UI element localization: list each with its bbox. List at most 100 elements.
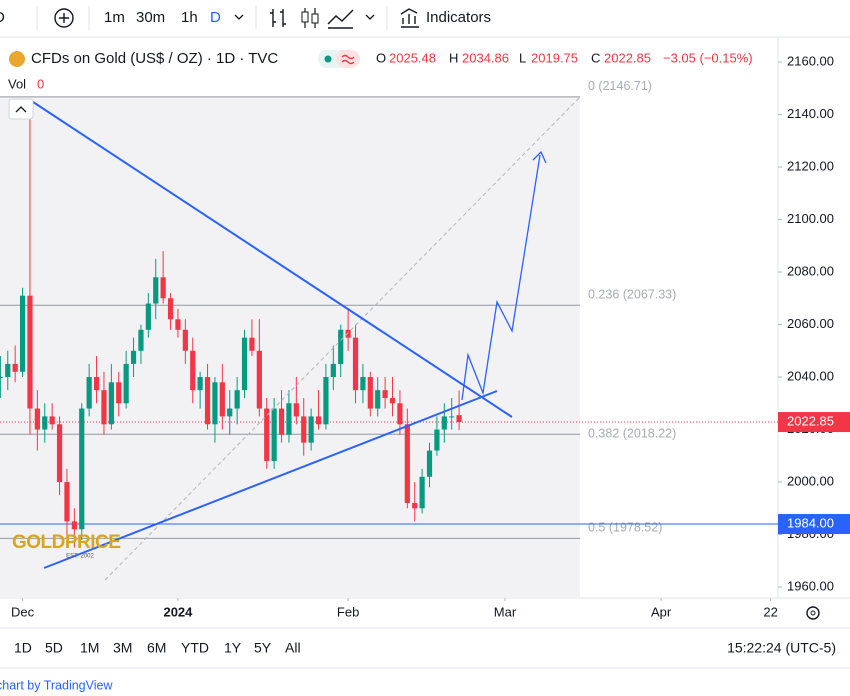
candle-body [345, 329, 351, 338]
candle-body [71, 521, 77, 530]
symbol-logo [9, 51, 25, 67]
candle-body [190, 350, 196, 391]
range-button[interactable]: All [285, 640, 301, 656]
candle-body [42, 416, 48, 430]
candle-body [182, 329, 188, 351]
range-button[interactable]: YTD [181, 640, 209, 656]
interval[interactable]: 30m [136, 9, 165, 26]
candle-body [64, 482, 70, 522]
candle-body [449, 416, 455, 418]
volume-value: 0 [37, 76, 44, 91]
collapse-button[interactable] [8, 98, 34, 120]
candle-body [49, 416, 55, 425]
range-button[interactable]: 1Y [224, 640, 242, 656]
candle-body [308, 416, 314, 443]
range-button[interactable]: 3M [113, 640, 132, 656]
add-symbol[interactable] [54, 8, 74, 28]
candle-body [175, 319, 181, 330]
dropdown[interactable] [234, 14, 244, 20]
candle-body [419, 476, 425, 509]
candle-body [12, 363, 18, 372]
area-icon[interactable] [327, 9, 354, 29]
candle-body [219, 382, 225, 417]
candle-body [234, 390, 240, 409]
candle-body [397, 403, 403, 425]
indicators[interactable]: Indicators [426, 9, 491, 26]
ohlc-value: 2019.75 [531, 50, 578, 65]
candle-body [93, 377, 100, 391]
trend-line [43, 390, 498, 569]
candle-body [86, 377, 92, 409]
settings[interactable] [806, 606, 820, 620]
price-line-box [778, 514, 850, 535]
ohlc-letter: H [449, 50, 458, 65]
x-tick-label: Feb [337, 604, 359, 619]
candle-body [338, 329, 344, 364]
candle-body [249, 337, 255, 351]
x-tick-label: 2024 [163, 604, 193, 619]
candle-body [278, 408, 285, 435]
y-tick-label: 2140.00 [787, 106, 834, 121]
fib-area [0, 97, 580, 597]
candle-body [256, 350, 262, 409]
candle-body [375, 390, 381, 409]
candle-body [227, 408, 233, 417]
ohlc-value: 2034.86 [462, 50, 509, 65]
dropdown[interactable] [365, 14, 375, 20]
bars-icon[interactable] [270, 9, 286, 27]
candle-body [271, 408, 277, 462]
candle-body [116, 382, 122, 404]
interval[interactable]: 1m [104, 9, 125, 26]
candle-body [138, 329, 144, 351]
candle-body [79, 408, 85, 530]
y-tick-label: 2000.00 [787, 473, 834, 488]
candle-body [0, 377, 3, 379]
candle-body [456, 415, 462, 423]
status-icon [341, 54, 355, 65]
x-tick-label: 22 [763, 604, 777, 619]
status-badge [336, 50, 360, 68]
candle-body [367, 377, 373, 409]
clock: 15:22:24 (UTC-5) [727, 640, 836, 656]
range-button[interactable]: 5Y [254, 640, 272, 656]
candle-body [301, 416, 307, 443]
y-tick-label: 2080.00 [787, 263, 834, 278]
candle-body [108, 382, 114, 425]
candle-body [197, 377, 203, 391]
candle-body [5, 363, 11, 378]
status-dot [324, 55, 332, 63]
footer[interactable]: chart by TradingView [0, 678, 113, 692]
symbol[interactable]: D [0, 9, 5, 26]
y-tick-label: 1960.00 [787, 578, 834, 593]
arrow-head [532, 150, 547, 164]
range-bar: 1D 5D 1M 3M 6M YTD 1Y 5Y All [14, 640, 301, 656]
interval[interactable]: 1h [181, 9, 198, 26]
indicators-icon[interactable] [400, 8, 419, 28]
collapse-icon [15, 106, 27, 113]
candle-body [204, 377, 211, 425]
range-button[interactable]: 1M [80, 640, 99, 656]
candle-body [27, 295, 33, 409]
candle-body [404, 424, 410, 504]
fib-label: 0.382 (2018.22) [588, 427, 676, 441]
y-tick-label: 2060.00 [787, 316, 834, 331]
candle-body [352, 337, 359, 391]
candle-body [123, 363, 129, 404]
interval-active[interactable]: D [210, 9, 221, 26]
add-icon [59, 13, 69, 23]
x-tick-label: Mar [494, 604, 517, 619]
candle-body [426, 450, 433, 477]
ohlc-value: 2025.48 [389, 50, 436, 65]
ohlc-letter: L [519, 50, 526, 65]
range-button[interactable]: 1D [14, 640, 32, 656]
y-tick-label: 2100.00 [787, 211, 834, 226]
candle-body [212, 382, 218, 425]
y-tick-label: 2160.00 [787, 53, 834, 68]
trend-line [29, 99, 513, 418]
range-button[interactable]: 5D [45, 640, 63, 656]
last-price-box [778, 412, 850, 433]
range-button[interactable]: 6M [147, 640, 166, 656]
candle-body [286, 403, 292, 435]
candle-body [315, 416, 322, 425]
